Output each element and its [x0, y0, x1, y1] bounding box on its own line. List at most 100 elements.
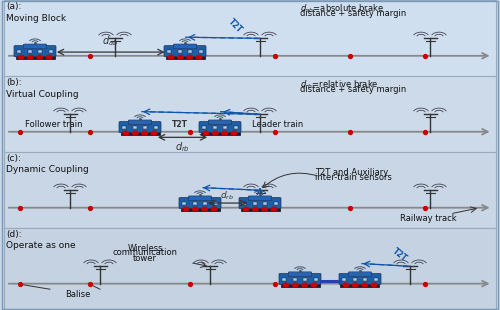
Text: T2T: T2T — [391, 247, 409, 264]
Bar — [240, 208, 280, 211]
Bar — [28, 50, 32, 54]
Text: (d):
Operate as one: (d): Operate as one — [6, 230, 75, 250]
FancyBboxPatch shape — [174, 44, 197, 49]
Circle shape — [178, 55, 183, 59]
Bar — [193, 202, 196, 205]
FancyBboxPatch shape — [188, 196, 212, 201]
Bar — [154, 126, 158, 130]
FancyBboxPatch shape — [179, 197, 221, 209]
Bar — [144, 126, 147, 130]
Circle shape — [196, 55, 202, 59]
Text: tower: tower — [133, 254, 157, 263]
Bar — [4, 228, 496, 310]
Text: (a):
Moving Block: (a): Moving Block — [6, 2, 66, 23]
Bar — [342, 278, 346, 281]
Bar — [178, 50, 182, 54]
Text: T2T and Auxiliary: T2T and Auxiliary — [315, 168, 388, 177]
FancyBboxPatch shape — [248, 196, 272, 201]
Circle shape — [202, 207, 207, 211]
FancyBboxPatch shape — [348, 272, 372, 277]
Bar — [188, 50, 192, 54]
Text: Balise: Balise — [65, 290, 90, 299]
Text: Railway track: Railway track — [400, 214, 456, 223]
Text: $d_{rb}$=relative brake: $d_{rb}$=relative brake — [300, 78, 378, 91]
Bar — [166, 56, 204, 59]
Bar — [198, 50, 202, 54]
Text: $d_{rb}$: $d_{rb}$ — [220, 189, 234, 202]
Bar — [303, 278, 307, 281]
Bar — [274, 202, 278, 205]
Bar — [122, 126, 126, 130]
Circle shape — [283, 283, 289, 287]
Circle shape — [362, 283, 368, 287]
Bar — [374, 278, 378, 281]
Text: T2T: T2T — [172, 120, 188, 129]
FancyBboxPatch shape — [339, 273, 381, 285]
Bar — [168, 50, 172, 54]
FancyBboxPatch shape — [239, 197, 281, 209]
Bar — [133, 126, 136, 130]
Circle shape — [18, 55, 24, 59]
Bar — [4, 152, 496, 228]
Bar — [263, 202, 267, 205]
FancyBboxPatch shape — [128, 120, 152, 125]
Circle shape — [231, 131, 237, 135]
Bar — [203, 202, 207, 205]
Bar — [282, 278, 286, 281]
Bar — [314, 278, 318, 281]
Text: $d_{ab}$=absolute brake: $d_{ab}$=absolute brake — [300, 2, 384, 15]
Circle shape — [262, 207, 268, 211]
Circle shape — [142, 131, 148, 135]
Bar — [18, 50, 21, 54]
Circle shape — [123, 131, 129, 135]
Text: (c):
Dynamic Coupling: (c): Dynamic Coupling — [6, 154, 89, 175]
Bar — [293, 278, 297, 281]
Circle shape — [243, 207, 249, 211]
Text: T2T: T2T — [226, 17, 244, 35]
Bar — [182, 202, 186, 205]
Circle shape — [37, 55, 43, 59]
FancyBboxPatch shape — [24, 44, 46, 49]
Bar — [280, 284, 320, 287]
Text: distance + safety margin: distance + safety margin — [300, 85, 406, 94]
Circle shape — [292, 283, 298, 287]
Circle shape — [151, 131, 157, 135]
Circle shape — [46, 55, 52, 59]
Bar — [353, 278, 357, 281]
FancyBboxPatch shape — [288, 272, 312, 277]
Bar — [16, 56, 54, 59]
Circle shape — [211, 207, 217, 211]
Text: Follower train: Follower train — [25, 120, 82, 129]
Circle shape — [343, 283, 349, 287]
Bar — [120, 132, 160, 135]
Bar — [214, 202, 218, 205]
FancyBboxPatch shape — [208, 120, 232, 125]
Circle shape — [28, 55, 33, 59]
FancyBboxPatch shape — [279, 273, 321, 285]
Text: (b):
Virtual Coupling: (b): Virtual Coupling — [6, 78, 78, 99]
Text: Wireless: Wireless — [127, 244, 163, 253]
Bar — [4, 76, 496, 152]
Bar — [253, 202, 257, 205]
Bar — [340, 284, 380, 287]
Text: Leader train: Leader train — [252, 120, 304, 129]
Circle shape — [203, 131, 209, 135]
Text: $d_{ab}$: $d_{ab}$ — [102, 34, 118, 48]
Circle shape — [271, 207, 277, 211]
Circle shape — [222, 131, 228, 135]
Circle shape — [168, 55, 174, 59]
Bar — [38, 50, 42, 54]
Bar — [200, 132, 239, 135]
Circle shape — [352, 283, 358, 287]
FancyBboxPatch shape — [199, 122, 241, 133]
Bar — [234, 126, 237, 130]
Circle shape — [302, 283, 308, 287]
Circle shape — [371, 283, 377, 287]
Text: $d_{rb}$: $d_{rb}$ — [175, 140, 190, 154]
FancyBboxPatch shape — [119, 122, 161, 133]
Circle shape — [187, 55, 192, 59]
Circle shape — [132, 131, 138, 135]
Circle shape — [212, 131, 218, 135]
Bar — [180, 208, 220, 211]
Bar — [213, 126, 216, 130]
